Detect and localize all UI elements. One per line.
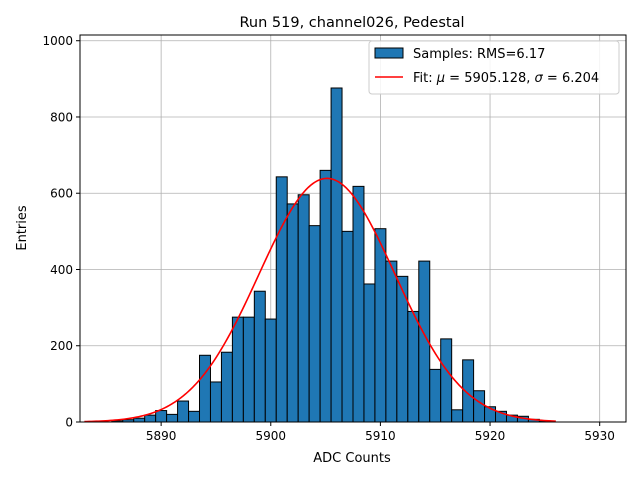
histogram-bar bbox=[473, 390, 486, 423]
chart-title: Run 519, channel026, Pedestal bbox=[239, 15, 464, 31]
plot-frame bbox=[79, 34, 627, 423]
x-axis-ticks: 5890 5900 5910 5920 5930 bbox=[146, 422, 615, 443]
histogram-bar bbox=[242, 316, 255, 423]
histogram-bar bbox=[155, 410, 168, 423]
y-tick-label: 200 bbox=[50, 339, 73, 353]
legend: Samples: RMS=6.17 Fit: μ = 5905.128, σ =… bbox=[368, 40, 620, 95]
histogram-bars bbox=[111, 87, 551, 423]
histogram-bar bbox=[297, 194, 310, 423]
histogram-bar bbox=[188, 410, 201, 423]
x-tick-label: 5930 bbox=[584, 429, 615, 443]
x-tick-label: 5890 bbox=[146, 429, 177, 443]
histogram-bar bbox=[264, 318, 277, 423]
x-axis-label: ADC Counts bbox=[313, 451, 391, 466]
legend-histogram-label: Samples: RMS=6.17 bbox=[413, 47, 545, 62]
y-tick-label: 0 bbox=[65, 416, 73, 430]
fit-curve bbox=[84, 177, 556, 423]
histogram-bar bbox=[429, 368, 442, 423]
y-tick-label: 800 bbox=[50, 110, 73, 124]
histogram-bar bbox=[407, 310, 420, 423]
histogram-bar bbox=[385, 260, 398, 423]
histogram-bar bbox=[177, 400, 190, 423]
histogram-bar bbox=[253, 290, 266, 423]
histogram-bar bbox=[440, 338, 453, 423]
x-tick-label: 5900 bbox=[255, 429, 286, 443]
x-tick-label: 5910 bbox=[365, 429, 396, 443]
histogram-bar bbox=[352, 185, 365, 423]
histogram-bar bbox=[231, 316, 244, 423]
histogram-bar bbox=[363, 283, 376, 423]
histogram-bar bbox=[319, 169, 332, 423]
histogram-bar bbox=[144, 414, 157, 423]
histogram-bar bbox=[341, 230, 354, 423]
histogram-bar bbox=[374, 228, 387, 423]
histogram-bar bbox=[451, 409, 464, 423]
x-tick-label: 5920 bbox=[475, 429, 506, 443]
y-axis-ticks: 0 200 400 600 800 1000 bbox=[42, 34, 80, 430]
histogram-bar bbox=[166, 413, 179, 423]
y-tick-label: 1000 bbox=[42, 34, 73, 48]
histogram-bar bbox=[209, 381, 222, 423]
histogram-bar bbox=[308, 225, 321, 423]
histogram-bar bbox=[220, 351, 233, 423]
legend-fit-label: Fit: μ = 5905.128, σ = 6.204 bbox=[413, 71, 599, 86]
y-axis-label: Entries bbox=[15, 205, 30, 251]
histogram-bar bbox=[133, 417, 146, 423]
legend-histogram-patch bbox=[374, 47, 404, 59]
histogram-bar bbox=[275, 176, 288, 423]
legend-box bbox=[368, 40, 620, 95]
y-tick-label: 600 bbox=[50, 187, 73, 201]
y-tick-label: 400 bbox=[50, 263, 73, 277]
histogram-bar bbox=[199, 354, 211, 423]
histogram-bar bbox=[330, 87, 343, 423]
histogram-bar bbox=[286, 203, 299, 423]
